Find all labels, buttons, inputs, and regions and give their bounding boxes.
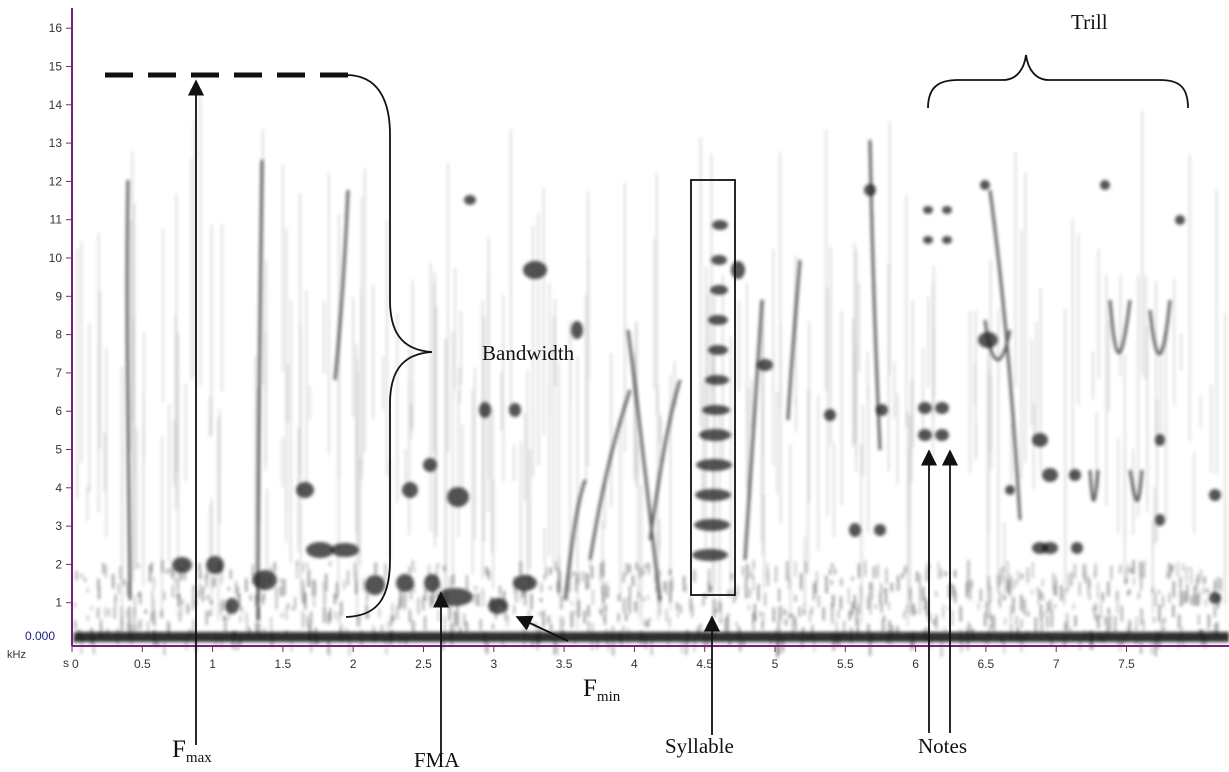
fmin-arrow	[515, 615, 569, 642]
y-tick-label: 8	[55, 328, 62, 342]
y-unit-label: kHz	[7, 649, 26, 661]
x-tick-label: 6.5	[978, 657, 995, 671]
y-tick-label: 5	[55, 443, 62, 457]
y-zero-label: 0.000	[25, 629, 55, 643]
syllable-label: Syllable	[665, 734, 734, 758]
y-tick-label: 11	[50, 213, 63, 227]
trill-brace	[927, 54, 1189, 109]
syllable-box	[690, 179, 736, 596]
x-tick-label: 5.5	[837, 657, 854, 671]
x-tick-label: 4.5	[696, 657, 713, 671]
y-tick-label: 1	[55, 596, 62, 610]
y-tick-label: 3	[55, 519, 62, 533]
x-tick-label: 1	[209, 657, 216, 671]
y-tick-label: 13	[49, 136, 63, 150]
x-tick-label: 1.5	[275, 657, 292, 671]
bandwidth-brace	[345, 74, 433, 618]
x-tick-label: 2.5	[415, 657, 432, 671]
spectrogram-image	[74, 95, 1229, 658]
fmax-label: Fmax	[172, 736, 212, 766]
y-tick-label: 12	[49, 174, 63, 188]
trill-label: Trill	[1071, 10, 1108, 34]
x-axis: 0 0.5 1 1.5 2 2.5 3 3.5 4 4.5 5 5.5 6 6.5 7 7.5 s	[63, 645, 1229, 671]
x-tick-label: 3	[490, 657, 497, 671]
y-tick-label: 4	[55, 481, 62, 495]
y-tick-label: 16	[49, 21, 63, 35]
y-tick-label: 14	[49, 98, 63, 112]
x-tick-label: 7	[1053, 657, 1060, 671]
x-tick-label: 0.5	[134, 657, 151, 671]
y-tick-label: 6	[55, 404, 62, 418]
x-tick-label: 5	[772, 657, 779, 671]
y-tick-label: 2	[55, 557, 62, 571]
x-tick-label: 6	[912, 657, 919, 671]
x-tick-label: 7.5	[1118, 657, 1135, 671]
y-tick-label: 9	[55, 289, 62, 303]
x-tick-label: 0	[72, 657, 79, 671]
y-tick-label: 10	[49, 251, 63, 265]
y-tick-label: 15	[49, 60, 63, 74]
fma-label: FMA	[414, 748, 460, 772]
x-unit-label: s	[63, 656, 69, 670]
x-tick-label: 4	[631, 657, 638, 671]
notes-label: Notes	[918, 734, 967, 758]
x-tick-label: 2	[350, 657, 357, 671]
x-tick-label: 3.5	[556, 657, 573, 671]
bandwidth-label: Bandwidth	[482, 341, 575, 365]
y-tick-label: 7	[55, 366, 62, 380]
fmin-label: Fmin	[583, 675, 621, 705]
